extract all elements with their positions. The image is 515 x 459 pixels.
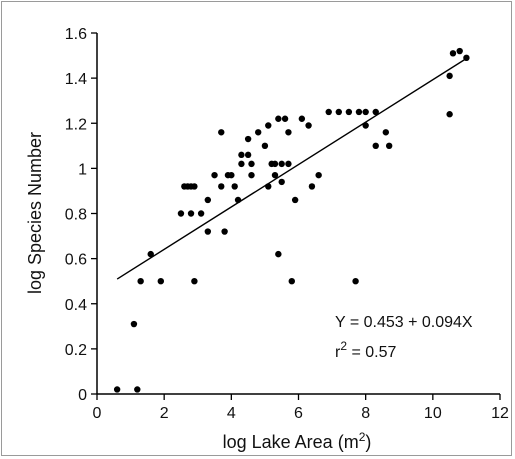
y-tick-label: 1 bbox=[78, 161, 87, 178]
data-point bbox=[134, 386, 141, 393]
x-tick-label: 10 bbox=[424, 405, 442, 422]
data-point bbox=[271, 160, 279, 168]
data-point bbox=[261, 142, 269, 150]
data-point bbox=[248, 160, 255, 168]
regression-line bbox=[116, 57, 467, 280]
y-tick-label: 0.6 bbox=[65, 252, 87, 269]
x-tick-label: 12 bbox=[491, 405, 509, 422]
data-point bbox=[147, 250, 154, 258]
x-tick-label: 0 bbox=[93, 405, 102, 422]
data-point bbox=[177, 210, 185, 217]
data-point bbox=[372, 142, 379, 150]
data-point bbox=[204, 228, 212, 235]
data-point bbox=[291, 196, 299, 204]
y-tick-label: 0.4 bbox=[65, 297, 87, 314]
data-point bbox=[191, 277, 198, 285]
x-tick-label: 8 bbox=[361, 405, 370, 422]
y-tick-label: 1.2 bbox=[65, 116, 87, 133]
data-point bbox=[218, 129, 225, 136]
y-tick-label: 0.8 bbox=[65, 207, 87, 224]
data-point bbox=[372, 108, 379, 116]
data-point bbox=[456, 47, 463, 55]
data-point bbox=[238, 160, 245, 168]
y-tick-label: 0.2 bbox=[65, 342, 87, 359]
data-point bbox=[298, 115, 306, 122]
data-point bbox=[255, 129, 262, 136]
data-point bbox=[305, 122, 312, 129]
regression-equation: Y = 0.453 + 0.094X bbox=[335, 314, 473, 331]
x-tick-label: 4 bbox=[227, 405, 236, 422]
data-point bbox=[244, 151, 252, 159]
data-point bbox=[275, 115, 282, 122]
data-point bbox=[113, 386, 121, 393]
data-point bbox=[446, 72, 453, 80]
data-point bbox=[285, 129, 292, 136]
data-point bbox=[362, 122, 369, 129]
data-point bbox=[218, 183, 225, 190]
data-point bbox=[187, 210, 195, 217]
data-point bbox=[248, 171, 255, 179]
data-point bbox=[231, 183, 238, 190]
data-point bbox=[130, 320, 138, 328]
data-point bbox=[463, 54, 470, 62]
tick-marks bbox=[91, 32, 501, 400]
data-point bbox=[244, 135, 252, 143]
data-point bbox=[265, 183, 272, 190]
x-tick-label: 2 bbox=[160, 405, 169, 422]
data-point bbox=[157, 277, 165, 285]
y-axis-title: log Species Number bbox=[25, 132, 45, 294]
data-point bbox=[355, 108, 363, 116]
data-point bbox=[191, 183, 198, 190]
data-point bbox=[285, 160, 292, 168]
data-point bbox=[446, 111, 453, 118]
data-point bbox=[352, 277, 359, 285]
data-point bbox=[449, 50, 457, 57]
data-point bbox=[238, 151, 245, 159]
y-tick-label: 1.6 bbox=[65, 26, 87, 43]
data-point bbox=[197, 210, 205, 217]
regression-line-group bbox=[116, 57, 467, 280]
data-point bbox=[271, 171, 279, 179]
data-point bbox=[308, 183, 316, 190]
data-point bbox=[234, 196, 242, 204]
y-tick-label: 0 bbox=[78, 387, 87, 404]
data-point bbox=[325, 108, 332, 116]
y-tick-label: 1.4 bbox=[65, 71, 87, 88]
data-point bbox=[345, 108, 353, 116]
data-point bbox=[362, 108, 369, 116]
data-point bbox=[335, 108, 342, 116]
data-point bbox=[137, 277, 144, 285]
data-point bbox=[382, 129, 390, 136]
data-point bbox=[288, 277, 295, 285]
data-point bbox=[278, 178, 285, 186]
data-point bbox=[228, 171, 235, 179]
data-points bbox=[113, 47, 470, 393]
data-point bbox=[204, 196, 212, 204]
x-axis-title: log Lake Area (m2) bbox=[223, 430, 372, 452]
data-point bbox=[265, 122, 272, 129]
data-point bbox=[281, 115, 289, 122]
axes bbox=[96, 33, 500, 395]
tick-labels: 0 2 4 6 8 10 12 0 0.2 0.4 0.6 0.8 1 1.2 1.4 1.6 bbox=[65, 26, 509, 422]
data-point bbox=[211, 171, 218, 179]
data-point bbox=[385, 142, 393, 150]
data-point bbox=[315, 171, 322, 179]
data-point bbox=[221, 228, 228, 235]
x-tick-label: 6 bbox=[294, 405, 303, 422]
r-squared-label: r2 = 0.57 bbox=[335, 339, 396, 361]
data-point bbox=[278, 160, 285, 168]
data-point bbox=[275, 250, 282, 258]
